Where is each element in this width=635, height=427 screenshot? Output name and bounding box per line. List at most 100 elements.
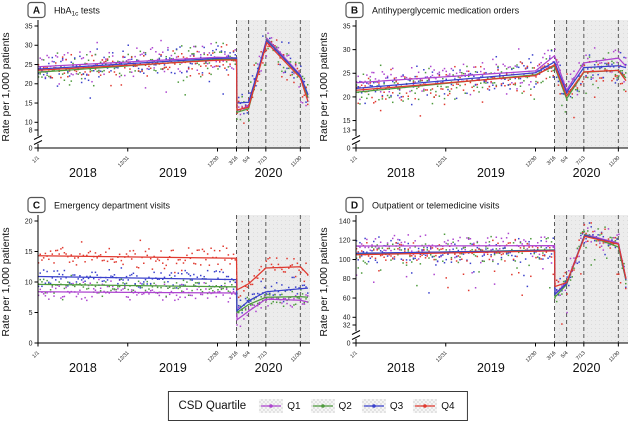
panel-title: Antihyperglycemic medication orders [372, 6, 520, 16]
x-tick-label: 5/4 [560, 350, 569, 359]
x-tick-label: 3/16 [228, 155, 240, 167]
x-tick-label: 5/4 [560, 155, 569, 164]
y-tick-label: 15 [25, 100, 33, 107]
x-tick-label: 7/13 [257, 350, 269, 362]
y-axis-title: Rate per 1,000 patients [0, 227, 12, 336]
y-tick-label: 60 [343, 295, 351, 302]
year-label: 2018 [69, 361, 97, 375]
panel-letter: A [33, 6, 40, 17]
x-tick-label: 12/31 [117, 155, 131, 169]
panel-title: Outpatient or telemedicine visits [372, 201, 500, 211]
y-tick-label: 5 [29, 310, 33, 317]
y-tick-label: 25 [25, 62, 33, 69]
x-tick-label: 12/31 [435, 155, 449, 169]
legend-key-swatch [413, 399, 438, 413]
covid-period-shading [236, 20, 310, 148]
legend-key-swatch [361, 399, 386, 413]
axis-break-gap [34, 136, 42, 144]
y-tick-label: 35 [25, 23, 33, 30]
trend-line-Q1 [355, 54, 627, 92]
panel-letter: C [33, 201, 40, 212]
panel-letter-box [345, 196, 364, 214]
y-tick-label: 13 [343, 127, 351, 134]
trend-line-Q3 [37, 39, 309, 104]
axis-break-mark [351, 135, 361, 140]
x-tick-label: 7/13 [257, 155, 269, 167]
panel-c-ed-visits-chart: 0 5 10 15 20 1/1 12/31 12/30 3/16 5/4 7/13 11/30 201… [0, 196, 310, 375]
covid-period-shading [236, 215, 310, 343]
legend-entry-q2: Q2 [310, 399, 352, 413]
axis-break-mark [33, 135, 43, 140]
year-label: 2020 [573, 166, 601, 180]
y-axis-title: Rate per 1,000 patients [318, 32, 330, 141]
x-tick-label: 5/4 [242, 155, 251, 164]
legend-label: Q1 [287, 400, 301, 412]
y-tick-label: 0 [29, 340, 33, 347]
x-tick-label: 12/30 [207, 155, 221, 169]
y-tick-label: 35 [343, 23, 351, 30]
x-tick-label: 1/1 [31, 350, 40, 359]
trend-line-Q4 [37, 255, 309, 291]
year-label: 2020 [255, 361, 283, 375]
legend-title: CSD Quartile [178, 400, 247, 412]
x-tick-label: 3/16 [228, 350, 240, 362]
year-label: 2018 [387, 361, 415, 375]
legend-entries: Q1 Q2 Q3 Q4 [259, 399, 455, 413]
scatter-series-Q1 [37, 278, 309, 328]
x-tick-label: 11/30 [290, 155, 303, 168]
x-tick-label: 12/30 [525, 155, 539, 169]
legend-entry-q1: Q1 [259, 399, 301, 413]
panel-letter-box [27, 1, 46, 19]
y-tick-label: 80 [343, 276, 351, 283]
x-tick-label: 5/4 [242, 350, 251, 359]
year-label: 2019 [477, 166, 505, 180]
y-tick-label: 15 [343, 118, 351, 125]
trend-line-Q3 [355, 60, 627, 94]
x-tick-label: 12/30 [525, 350, 539, 364]
y-tick-label: 15 [25, 249, 33, 256]
x-tick-label: 1/1 [31, 155, 40, 164]
axis-break-mark [351, 330, 361, 335]
y-tick-label: 10 [25, 120, 33, 127]
x-tick-label: 11/30 [608, 155, 621, 168]
y-tick-label: 30 [25, 43, 33, 50]
y-axis-title: Rate per 1,000 patients [0, 32, 12, 141]
panel-letter: D [351, 201, 358, 212]
axis-break-gap [352, 136, 360, 144]
legend-key-swatch [310, 399, 335, 413]
legend-label: Q3 [389, 400, 404, 412]
legend-key-swatch [259, 399, 284, 413]
y-zero-label: 0 [347, 145, 351, 152]
x-tick-label: 12/30 [207, 350, 221, 364]
y-tick-label: 25 [343, 71, 351, 78]
x-tick-label: 7/13 [575, 155, 587, 167]
y-tick-label: 20 [25, 81, 33, 88]
y-tick-label: 20 [343, 94, 351, 101]
trend-line-Q4 [37, 41, 309, 111]
panel-title: HbA1c tests [54, 6, 100, 18]
panel-a-hba1c-tests-chart: 810 15 20 25 30 35 0 1/1 12/31 12/30 3/16 5/4 7/13 11… [0, 1, 310, 180]
axis-break-mark [351, 335, 361, 340]
panel-letter-box [345, 1, 364, 19]
year-label: 2019 [159, 166, 187, 180]
axis-break-mark [351, 140, 361, 145]
year-label: 2018 [69, 166, 97, 180]
axis-break-mark [33, 140, 43, 145]
x-tick-label: 1/1 [349, 350, 358, 359]
legend-label: Q4 [441, 400, 455, 412]
x-tick-label: 1/1 [349, 155, 358, 164]
y-tick-label: 100 [339, 257, 351, 264]
y-tick-label: 120 [339, 238, 351, 245]
year-label: 2020 [573, 361, 601, 375]
year-label: 2020 [255, 166, 283, 180]
panel-letter-box [27, 196, 46, 214]
x-tick-label: 3/16 [546, 155, 558, 167]
scatter-series-Q4 [37, 239, 309, 299]
axis-break-gap [352, 331, 360, 339]
y-tick-label: 40 [343, 315, 351, 322]
y-axis-title: Rate per 1,000 patients [318, 227, 330, 336]
x-tick-label: 3/16 [546, 350, 558, 362]
legend-entry-q4: Q4 [413, 399, 455, 413]
y-tick-label: 20 [25, 218, 33, 225]
